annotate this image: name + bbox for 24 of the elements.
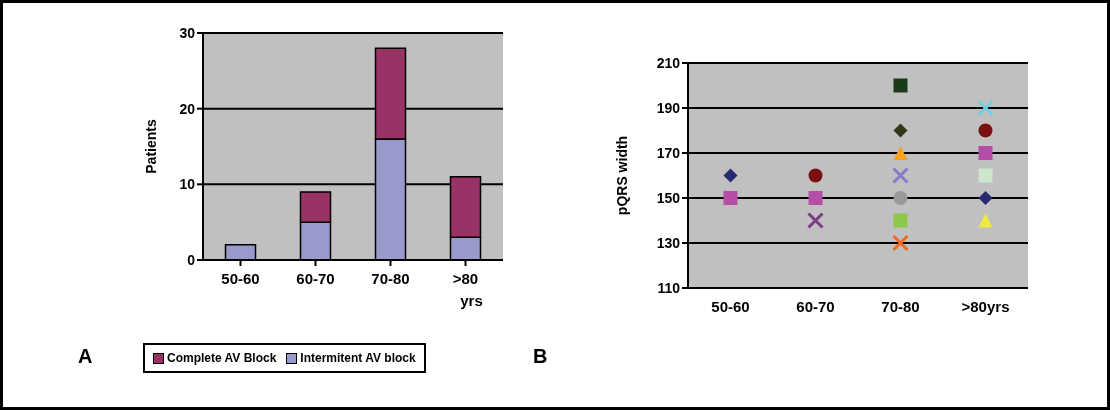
x-tick-label: 60-70	[296, 270, 335, 287]
x-tick-label: 60-70	[796, 298, 835, 315]
y-tick-label: 170	[656, 144, 681, 161]
y-axis-title: Patients	[142, 119, 159, 174]
legend-label: Complete AV Block	[167, 351, 277, 365]
x-tick-label: 50-60	[711, 298, 750, 315]
x-tick-label: 70-80	[371, 270, 410, 287]
y-tick-label: 210	[656, 54, 681, 71]
y-tick-label: 110	[657, 279, 681, 296]
x-tick-label: 50-60	[221, 270, 260, 287]
y-tick-label: 10	[179, 176, 196, 193]
text: B	[533, 345, 548, 368]
text: A	[78, 345, 93, 368]
y-tick-label: 20	[179, 100, 196, 117]
y-tick-label: 130	[656, 234, 681, 251]
y-tick-label: 30	[179, 24, 196, 41]
y-tick-label: 190	[656, 99, 681, 116]
x-tick-label: >80yrs	[961, 298, 1010, 315]
x-tick-label: 70-80	[881, 298, 920, 315]
x-tick-label: >80 yrs	[452, 270, 483, 309]
legend-label: Intermitent AV block	[300, 351, 416, 365]
y-tick-label: 150	[656, 189, 681, 206]
y-axis-title: pQRS width	[613, 135, 630, 216]
y-tick-label: 0	[187, 251, 196, 268]
